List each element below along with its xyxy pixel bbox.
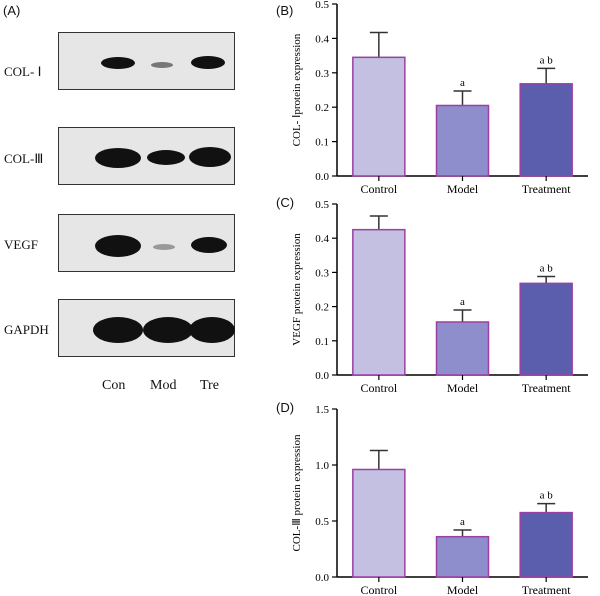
significance-label-treatment: a b (540, 490, 554, 502)
bar-model (435, 104, 490, 177)
y-tick-label: 1.5 (315, 404, 329, 416)
chart-col1: 0.0 0.1 0.2 0.3 0.4 0.5 COL- Ⅰprotein expressi… (291, 0, 588, 196)
panel-label-d: (D) (276, 400, 295, 415)
y-tick-label: 0.1 (315, 336, 329, 348)
x-tick-label-model: Model (447, 182, 479, 196)
x-tick-label-treatment: Treatment (522, 182, 572, 196)
y-tick-label: 0.5 (315, 516, 329, 528)
y-axis-label: VEGF protein expression (291, 233, 303, 346)
bar-treatment (519, 83, 573, 177)
bar-treatment (519, 511, 573, 578)
blot-strip-col3 (58, 127, 235, 185)
blot-label-col3: COL-Ⅲ (4, 151, 44, 166)
panel-label-b: (B) (276, 3, 294, 18)
panel-label-c: (C) (276, 195, 295, 210)
chart-col3: 0.0 0.5 1.0 1.5 COL-Ⅲ protein expression Cont… (291, 404, 588, 596)
blot-strip-gapdh (58, 299, 235, 357)
band-tre-col1 (191, 56, 225, 69)
blot-label-gapdh: GAPDH (4, 322, 49, 337)
y-tick-label: 0.3 (315, 68, 329, 80)
band-mod-col3 (147, 150, 185, 165)
blot-label-col1: COL- Ⅰ (4, 64, 42, 79)
significance-label-treatment: a b (540, 54, 554, 66)
y-tick-label: 0.5 (315, 0, 329, 11)
bar-model (435, 535, 490, 578)
band-tre-gapdh (189, 317, 235, 343)
band-con-col1 (101, 57, 135, 69)
y-tick-label: 1.0 (315, 460, 329, 472)
y-axis-label: COL-Ⅲ protein expression (291, 434, 303, 551)
band-mod-vegf (153, 244, 175, 250)
significance-label-treatment: a b (540, 263, 554, 275)
y-tick-label: 0.5 (315, 199, 329, 211)
y-tick-label: 0.2 (315, 302, 329, 314)
y-tick-label: 0.0 (315, 572, 329, 584)
band-tre-vegf (191, 237, 227, 253)
y-tick-label: 0.2 (315, 102, 329, 114)
band-con-gapdh (93, 317, 143, 343)
significance-label-model: a (460, 77, 465, 89)
band-mod-col1 (151, 62, 173, 68)
x-tick-label-control: Control (360, 583, 397, 596)
x-tick-label-control: Control (360, 182, 397, 196)
band-con-vegf (95, 235, 141, 257)
band-con-col3 (95, 148, 141, 168)
y-tick-label: 0.1 (315, 137, 329, 149)
blot-label-vegf: VEGF (4, 237, 38, 252)
y-tick-label: 0.4 (315, 33, 329, 45)
bar-control (352, 56, 406, 177)
y-tick-label: 0.0 (315, 171, 329, 183)
x-tick-label-control: Control (360, 381, 397, 395)
panel-label-a: (A) (3, 3, 21, 18)
significance-label-model: a (460, 516, 465, 528)
x-tick-label-model: Model (447, 381, 479, 395)
band-tre-col3 (189, 147, 231, 167)
chart-vegf: 0.0 0.1 0.2 0.3 0.4 0.5 VEGF protein expressio… (291, 199, 588, 395)
lane-label-mod: Mod (150, 378, 177, 393)
lane-label-tre: Tre (200, 378, 219, 393)
bar-control (352, 468, 406, 578)
significance-label-model: a (460, 296, 465, 308)
y-tick-label: 0.3 (315, 267, 329, 279)
bar-model (435, 321, 490, 376)
x-tick-label-treatment: Treatment (522, 381, 572, 395)
y-tick-label: 0.4 (315, 233, 329, 245)
y-tick-label: 0.0 (315, 370, 329, 382)
lane-label-con: Con (102, 378, 126, 393)
x-tick-label-treatment: Treatment (522, 583, 572, 596)
bar-treatment (519, 282, 573, 376)
blot-strip-col1 (58, 32, 235, 90)
x-tick-label-model: Model (447, 583, 479, 596)
blot-strip-vegf (58, 214, 235, 272)
bar-control (352, 228, 406, 376)
band-mod-gapdh (143, 317, 193, 343)
y-axis-label: COL- Ⅰprotein expression (291, 33, 303, 146)
